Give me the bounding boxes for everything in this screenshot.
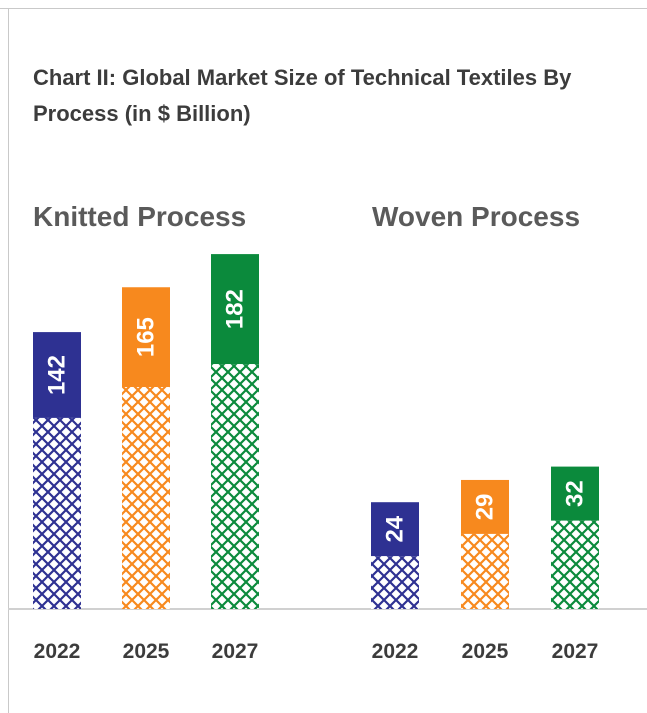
bar-solid-segment: [211, 254, 259, 365]
card-left-border: [8, 8, 9, 713]
bar-value-label: 165: [133, 317, 160, 357]
bar-hatched-segment: [371, 556, 419, 609]
bar-solid-segment: [551, 466, 599, 521]
bar-solid-segment: [33, 332, 81, 418]
bar-value-label: 29: [472, 494, 499, 521]
x-tick-label: 2025: [123, 640, 170, 663]
bar-solid-segment: [122, 287, 170, 387]
x-tick-label: 2027: [212, 640, 259, 663]
bar-hatched-segment: [211, 364, 259, 609]
panel-title: Knitted Process: [33, 201, 246, 232]
chart-title: Chart II: Global Market Size of Technica…: [33, 65, 572, 126]
x-tick-label: 2025: [462, 640, 509, 663]
x-tick-label: 2022: [34, 640, 81, 663]
bar-hatched-segment: [33, 417, 81, 609]
bar-2022: 142: [33, 332, 81, 609]
x-tick-label: 2022: [372, 640, 419, 663]
bar-hatched-segment: [551, 520, 599, 609]
bar-value-label: 182: [222, 289, 249, 329]
bar-2025: 165: [122, 287, 170, 609]
bar-value-label: 142: [44, 355, 71, 395]
bar-2027: 182: [211, 254, 259, 609]
bar-2025: 29: [461, 479, 509, 609]
bar-value-label: 24: [382, 515, 409, 542]
bar-2022: 24: [371, 502, 419, 609]
bar-hatched-segment: [461, 533, 509, 609]
panel-title: Woven Process: [372, 201, 580, 232]
bar-hatched-segment: [122, 386, 170, 609]
bar-solid-segment: [371, 502, 419, 557]
bar-2027: 32: [551, 466, 599, 609]
x-tick-label: 2027: [552, 640, 599, 663]
bar-solid-segment: [461, 479, 509, 534]
bar-value-label: 32: [562, 480, 589, 507]
card-top-border: [0, 8, 647, 9]
